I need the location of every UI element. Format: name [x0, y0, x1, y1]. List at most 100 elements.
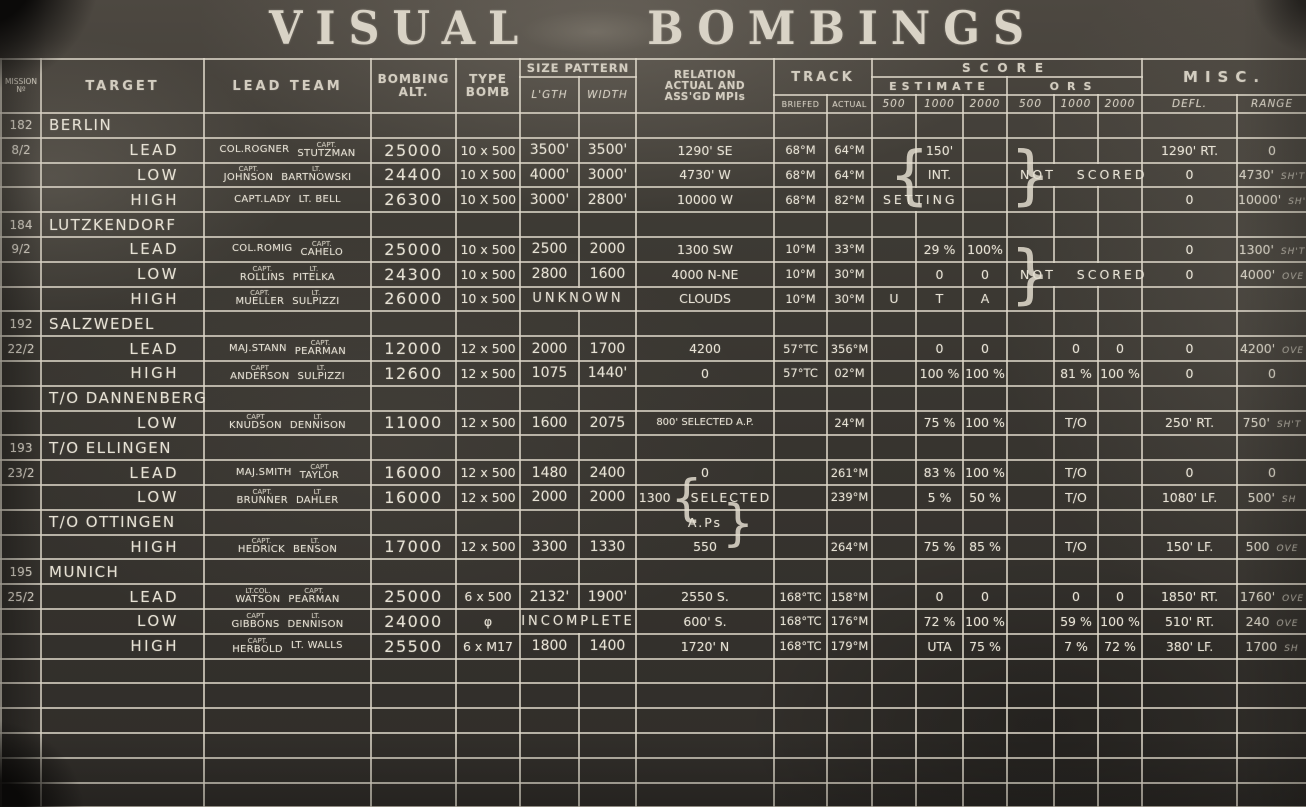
cell-ors-1000: 0: [1053, 335, 1099, 362]
cell-ors-500: [1006, 409, 1055, 437]
cell-length: [519, 112, 580, 139]
cell-bombing-alt: [370, 508, 457, 536]
cell-track-briefed: 168°TC: [773, 632, 828, 660]
cell-track-briefed: [773, 657, 828, 685]
cell-track-briefed: [773, 483, 828, 511]
cell-est-2000: 100 %: [962, 459, 1008, 486]
cell-track-briefed: [773, 459, 828, 486]
cell-lead-team: COL.ROGNER CAPT. STUTZMAN: [203, 136, 372, 164]
cell-mission-no: [0, 682, 42, 710]
cell-width: 1440': [578, 359, 637, 387]
cell-mission-no: [0, 285, 42, 313]
cell-ors-1000: [1053, 112, 1099, 139]
cell-est-500: [871, 384, 917, 412]
cell-role: [40, 682, 205, 710]
cell-bombing-alt: 25000: [370, 136, 457, 164]
cell-ors-1000: [1053, 508, 1099, 536]
cell-misc-defl: [1141, 384, 1239, 412]
cell-bombing-alt: [370, 384, 457, 412]
cell-est-1000: 5 %: [915, 483, 964, 511]
cell-bombing-alt: 25000: [370, 583, 457, 610]
cell-track-briefed: [773, 112, 828, 139]
cell-ors-1000: [1053, 657, 1099, 685]
cell-bombing-alt: [370, 112, 457, 139]
cell-track-actual: [826, 558, 873, 586]
cell-width: 1400: [578, 632, 637, 660]
cell-est-1000: UTA: [915, 632, 964, 660]
cell-track-briefed: [773, 682, 828, 710]
cell-width: 2000: [578, 235, 637, 263]
cell-track-actual: 33°M: [826, 235, 873, 263]
cell-est-2000: [962, 558, 1008, 586]
cell-mission-no: [0, 508, 42, 536]
empty-row: [0, 707, 1306, 734]
cell-track-briefed: 168°TC: [773, 607, 828, 635]
cell-ors-500: [1006, 657, 1055, 685]
cell-width: [578, 731, 637, 759]
cell-ors-1000: [1053, 682, 1099, 710]
cell-est-1000: [915, 211, 964, 238]
cell-ors-1000: T/O: [1053, 533, 1099, 561]
cell-lead-team: [203, 508, 372, 536]
cell-est-500: [871, 434, 917, 462]
cell-est-500: {: [871, 144, 930, 208]
cell-lead-team: CAPT.LADY LT. BELL: [203, 186, 372, 214]
cell-track-actual: 356°M: [826, 335, 873, 362]
table-row: HIGH CAPT.LADY LT. BELL 26300 10 X 500 3000' 2…: [0, 186, 1306, 214]
cell-est-2000: [962, 756, 1008, 784]
cell-track-actual: 64°M: [826, 161, 873, 189]
cell-est-2000: A: [962, 285, 1008, 313]
cell-width: 2400: [578, 459, 637, 486]
cell-misc-range: [1236, 558, 1306, 586]
cell-misc-range: 10000' SH'T: [1236, 186, 1306, 214]
col-header-ors: ORS: [1005, 76, 1144, 96]
cell-role: LEAD: [40, 335, 205, 362]
cell-lead-team: [203, 682, 372, 710]
cell-lead-team: [203, 558, 372, 586]
cell-width: 2075: [578, 409, 637, 437]
cell-ors-500: [1006, 731, 1055, 759]
col-header-est-2000: 2000: [962, 94, 1008, 114]
cell-misc-defl: [1141, 434, 1239, 462]
cell-ors-2000: [1096, 211, 1144, 238]
cell-misc-defl: 150' LF.: [1141, 533, 1239, 561]
cell-type-bomb: [455, 434, 521, 462]
cell-type-bomb: 12 x 500: [455, 459, 521, 486]
crew-member: CAPT. BRUNNER: [236, 487, 288, 506]
cell-type-bomb: 10 x 500: [455, 260, 521, 288]
cell-misc-range: 750' SH'T: [1236, 409, 1306, 437]
cell-track-briefed: [773, 384, 828, 412]
empty-row: [0, 731, 1306, 759]
cell-ors-span: }NOT SCORED: [1005, 144, 1145, 208]
cell-length: 3000': [519, 186, 580, 214]
cell-misc-range: [1236, 384, 1306, 412]
cell-ors-2000: 0: [1096, 335, 1144, 362]
cell-est-2000: 100 %: [962, 359, 1008, 387]
cell-misc-defl: 0: [1141, 335, 1239, 362]
cell-role: [40, 731, 205, 759]
cell-track-actual: 261°M: [826, 459, 873, 486]
cell-ors-500: [1006, 483, 1055, 511]
cell-lead-team: CAPT. JOHNSON LT. BARTNOWSKI: [203, 161, 372, 189]
cell-track-briefed: 10°M: [773, 235, 828, 263]
crew-member: LT. BENSON: [292, 537, 338, 556]
cell-misc-defl: 380' LF.: [1141, 632, 1239, 660]
cell-ors-2000: [1096, 558, 1144, 586]
empty-row: [0, 657, 1306, 685]
cell-ors-1000: [1053, 731, 1099, 759]
cell-est-1000: 0: [915, 583, 964, 610]
cell-relation: [635, 211, 775, 238]
cell-est-500: [871, 607, 917, 635]
cell-misc-range: 0: [1236, 359, 1306, 387]
cell-misc-defl: 1290' RT.: [1141, 136, 1239, 164]
cell-est-500: [871, 483, 917, 511]
cell-relation: 2550 S.: [635, 583, 775, 610]
cell-bombing-alt: 26300: [370, 186, 457, 214]
cell-lead-team: COL.ROMIG CAPT. CAHELO: [203, 235, 372, 263]
cell-ors-2000: [1096, 483, 1144, 511]
col-header-lead-team: LEAD TEAM: [203, 58, 372, 114]
cell-track-actual: 24°M: [826, 409, 873, 437]
cell-ors-2000: [1096, 657, 1144, 685]
cell-lead-team: [203, 756, 372, 784]
cell-est-500: [871, 756, 917, 784]
